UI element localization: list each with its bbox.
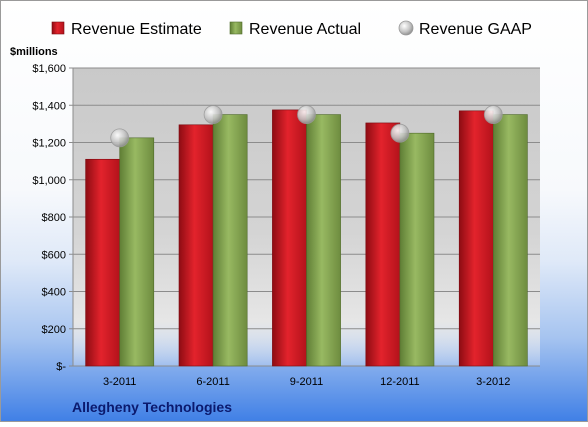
legend-label: Revenue GAAP xyxy=(419,21,532,38)
x-tick-label: 3-2011 xyxy=(103,376,136,388)
y-axis: $- $200 $400 $600 $800 $1,000 $1,200 $1,400 $1,6… xyxy=(32,63,74,373)
bars xyxy=(85,109,528,367)
bar-revenue-estimate xyxy=(272,109,307,367)
x-tick-label: 3-2012 xyxy=(476,376,510,388)
company-name: Allegheny Technologies xyxy=(72,399,232,415)
gaap-markers xyxy=(110,105,503,148)
y-tick-label: $1,000 xyxy=(32,175,66,187)
bar-revenue-estimate xyxy=(85,158,121,367)
x-axis: 3-2011 6-2011 9-2011 12-2011 3-2012 xyxy=(103,376,510,388)
marker-revenue-gaap xyxy=(203,105,223,124)
y-tick-label: $600 xyxy=(42,249,66,261)
y-axis-unit-label: $millions xyxy=(10,46,58,58)
marker-revenue-gaap xyxy=(483,105,503,124)
x-tick-label: 12-2011 xyxy=(380,376,420,388)
y-tick-label: $1,600 xyxy=(32,63,66,75)
y-tick-label: $200 xyxy=(42,324,66,336)
marker-revenue-gaap xyxy=(110,128,130,148)
legend-label: Revenue Estimate xyxy=(71,21,202,38)
y-tick-label: $400 xyxy=(42,287,66,299)
bar-revenue-estimate xyxy=(178,124,214,367)
x-tick-label: 9-2011 xyxy=(290,376,323,388)
bar-revenue-actual xyxy=(492,114,528,367)
legend-swatch-revenue-gaap xyxy=(398,20,414,36)
bar-revenue-actual xyxy=(399,132,435,367)
bar-revenue-actual xyxy=(119,137,155,367)
y-tick-label: $800 xyxy=(42,212,66,224)
legend-swatch-revenue-estimate xyxy=(51,21,65,35)
legend: Revenue Estimate Revenue Actual Revenue GA… xyxy=(51,20,532,38)
legend-label: Revenue Actual xyxy=(249,21,361,38)
bar-revenue-estimate xyxy=(458,110,494,367)
y-tick-label: $1,400 xyxy=(32,100,66,112)
y-tick-label: $1,200 xyxy=(32,138,66,150)
marker-revenue-gaap xyxy=(297,105,316,124)
marker-revenue-gaap xyxy=(390,123,410,143)
x-tick-label: 6-2011 xyxy=(196,376,229,388)
bar-revenue-actual xyxy=(306,114,341,367)
bar-revenue-estimate xyxy=(365,122,401,367)
legend-swatch-revenue-actual xyxy=(229,21,243,35)
bar-revenue-actual xyxy=(212,114,248,367)
y-tick-label: $- xyxy=(56,361,66,373)
